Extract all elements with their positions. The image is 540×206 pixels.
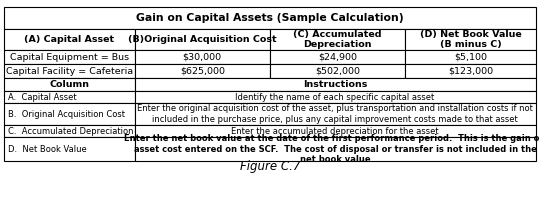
Bar xyxy=(4,7,536,29)
Bar xyxy=(4,29,134,50)
Text: D.  Net Book Value: D. Net Book Value xyxy=(8,145,86,153)
Text: (A) Capital Asset: (A) Capital Asset xyxy=(24,35,114,44)
Bar xyxy=(134,50,270,64)
Bar xyxy=(270,64,406,78)
Text: Enter the original acquisition cost of the asset, plus transportation and instal: Enter the original acquisition cost of t… xyxy=(137,104,533,124)
Bar xyxy=(4,125,134,137)
Text: $502,000: $502,000 xyxy=(315,67,360,76)
Text: Gain on Capital Assets (Sample Calculation): Gain on Capital Assets (Sample Calculati… xyxy=(136,13,404,23)
Bar xyxy=(406,50,536,64)
Text: $30,000: $30,000 xyxy=(183,53,222,62)
Bar xyxy=(406,29,536,50)
Text: C.  Accumulated Depreciation: C. Accumulated Depreciation xyxy=(8,126,133,136)
Text: $625,000: $625,000 xyxy=(180,67,225,76)
Text: Capital Equipment = Bus: Capital Equipment = Bus xyxy=(10,53,129,62)
Bar xyxy=(4,91,134,103)
Bar xyxy=(4,64,134,78)
Text: $24,900: $24,900 xyxy=(318,53,357,62)
Text: Enter the net book value at the date of the first performance period.  This is t: Enter the net book value at the date of … xyxy=(124,134,540,164)
Bar xyxy=(270,29,406,50)
Bar xyxy=(134,125,536,137)
Text: (C) Accumulated
Depreciation: (C) Accumulated Depreciation xyxy=(294,30,382,49)
Bar xyxy=(270,50,406,64)
Text: Figure C.7: Figure C.7 xyxy=(240,159,300,173)
Bar xyxy=(134,91,536,103)
Text: Instructions: Instructions xyxy=(303,80,367,89)
Text: Column: Column xyxy=(50,80,90,89)
Text: B.  Original Acquisition Cost: B. Original Acquisition Cost xyxy=(8,110,125,118)
Text: (D) Net Book Value
(B minus C): (D) Net Book Value (B minus C) xyxy=(420,30,522,49)
Text: (B)Original Acquisition Cost: (B)Original Acquisition Cost xyxy=(128,35,276,44)
Bar xyxy=(134,78,536,91)
Bar xyxy=(134,64,270,78)
Text: $5,100: $5,100 xyxy=(454,53,487,62)
Text: $123,000: $123,000 xyxy=(448,67,493,76)
Bar xyxy=(4,103,134,125)
Bar xyxy=(406,64,536,78)
Bar xyxy=(4,50,134,64)
Bar xyxy=(134,29,270,50)
Bar xyxy=(134,103,536,125)
Bar xyxy=(4,137,134,161)
Bar xyxy=(134,137,536,161)
Text: Capital Facility = Cafeteria: Capital Facility = Cafeteria xyxy=(6,67,133,76)
Text: A.  Capital Asset: A. Capital Asset xyxy=(8,92,76,102)
Bar xyxy=(4,78,134,91)
Text: Enter the accumulated depreciation for the asset: Enter the accumulated depreciation for t… xyxy=(231,126,439,136)
Text: Identify the name of each specific capital asset: Identify the name of each specific capit… xyxy=(235,92,435,102)
